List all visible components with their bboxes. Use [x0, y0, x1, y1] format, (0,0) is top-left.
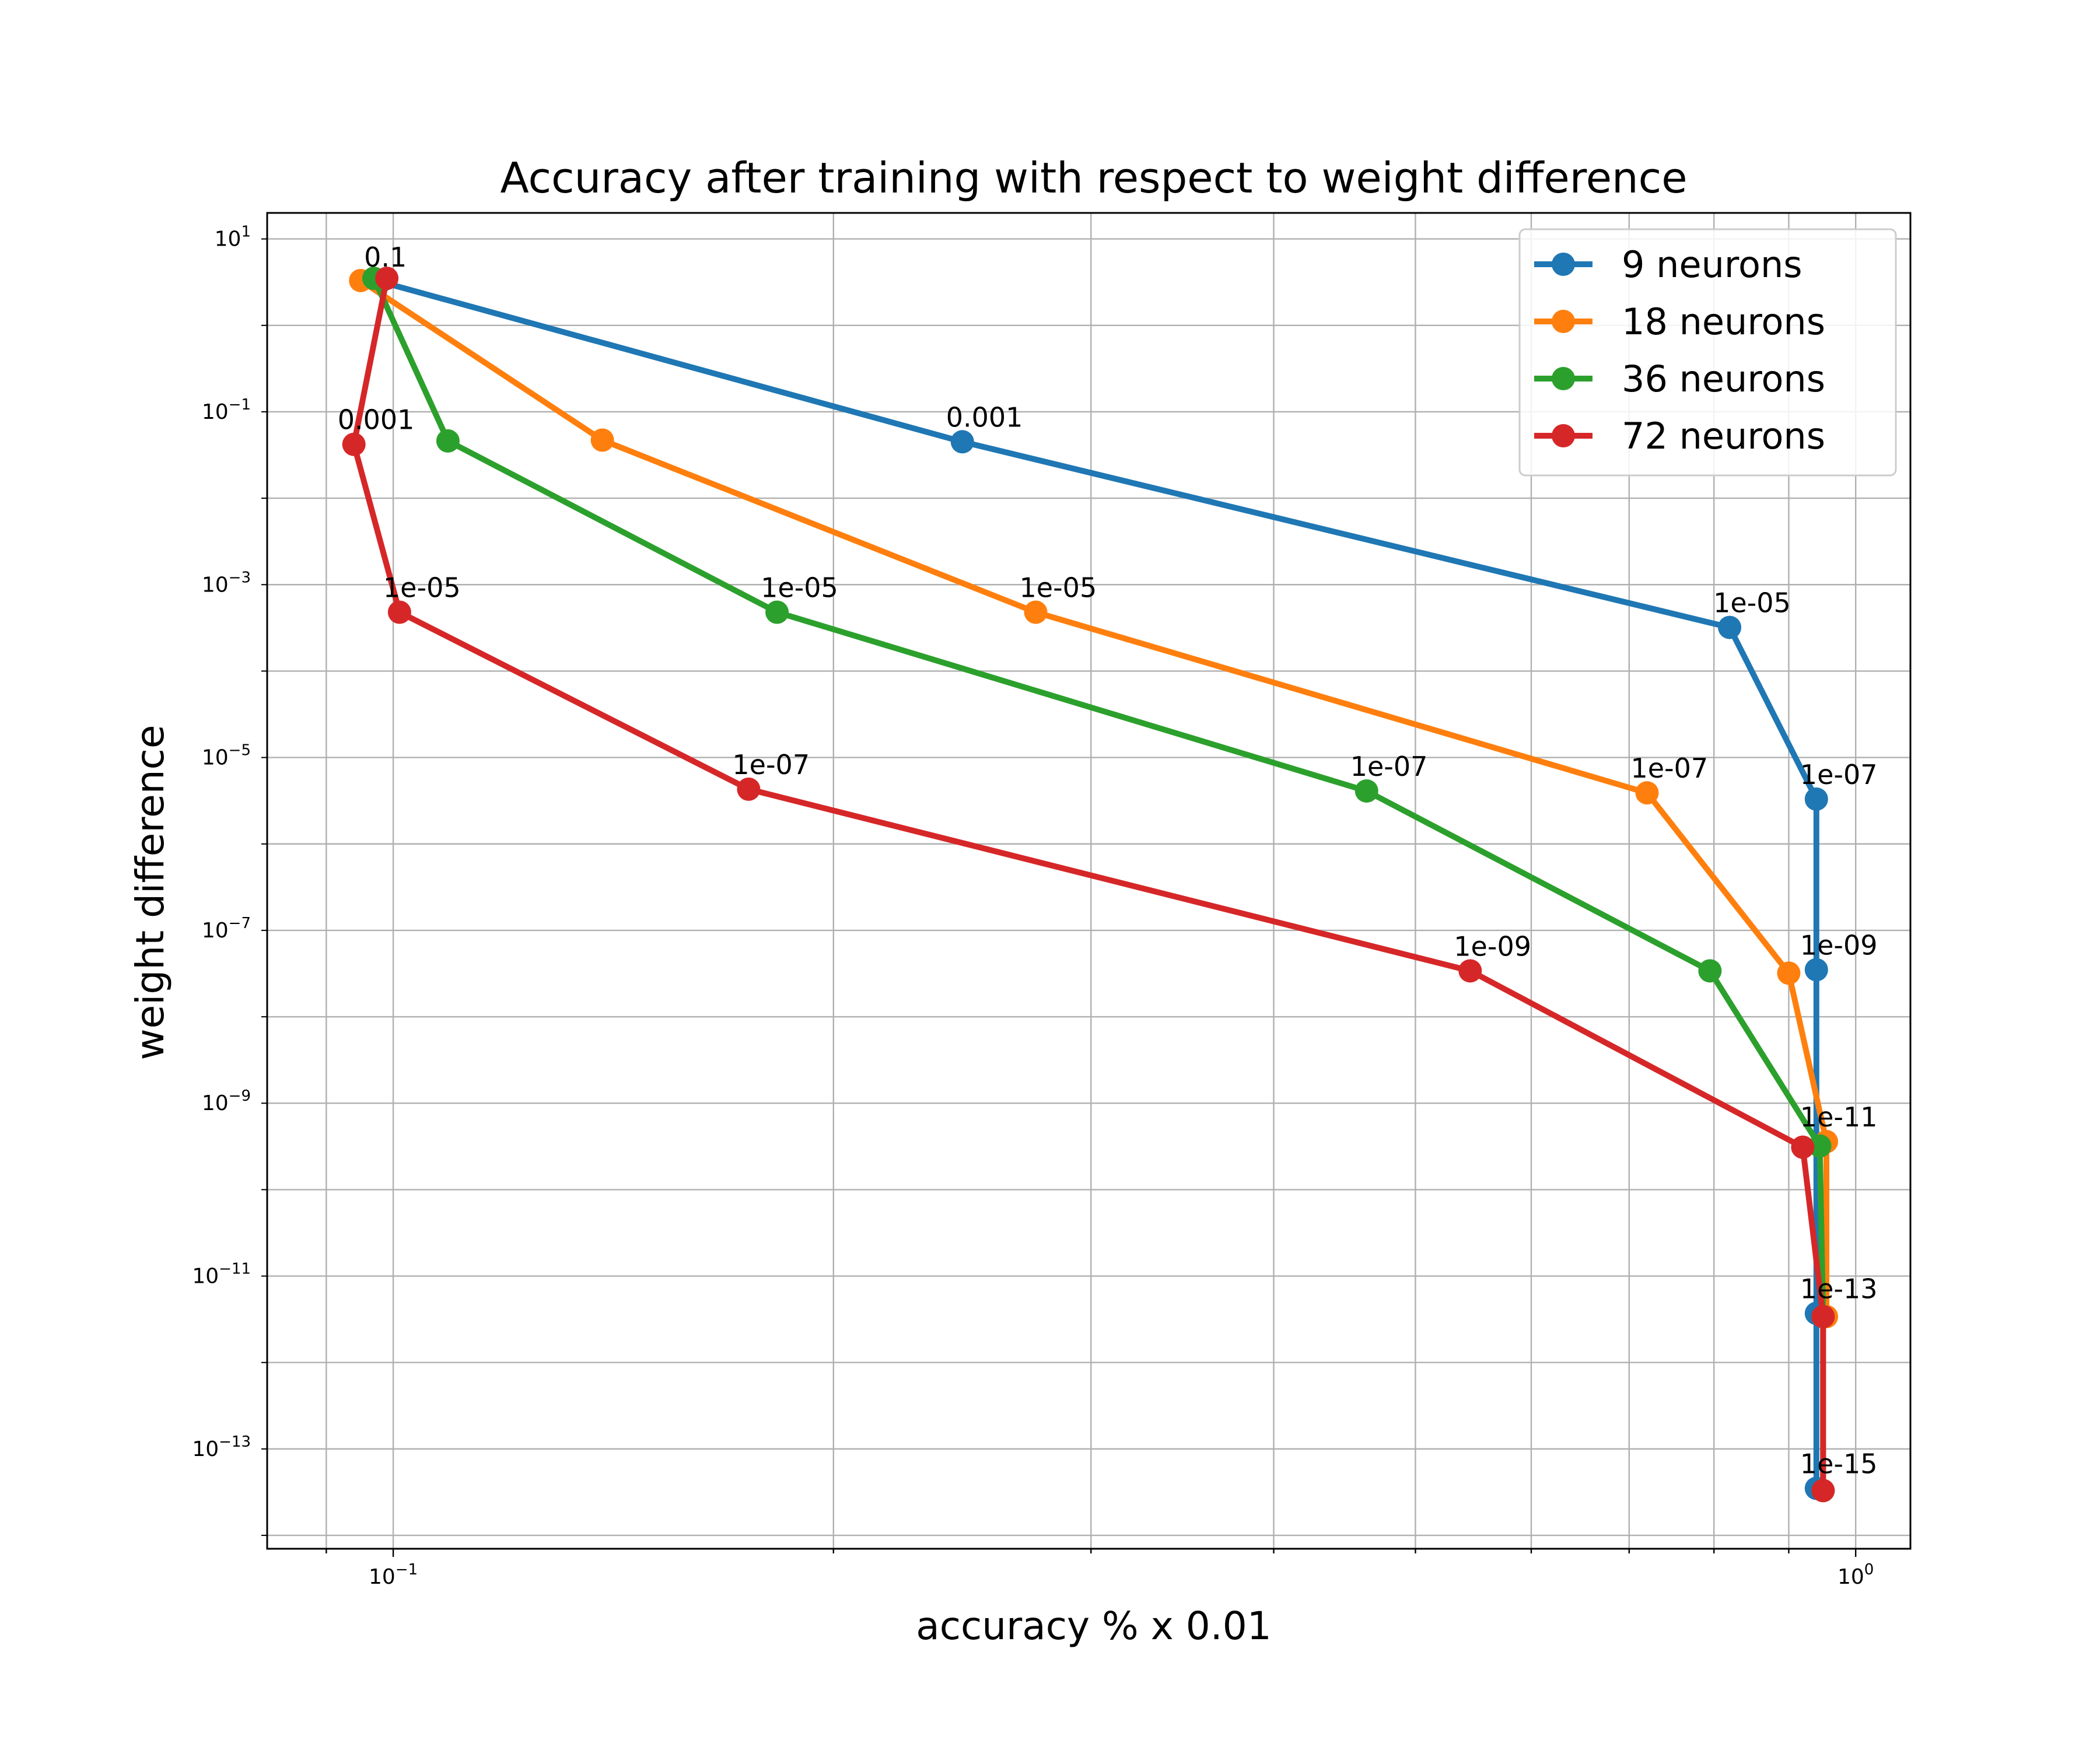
point-annotation: 1e-05 — [383, 572, 461, 603]
data-point — [1635, 781, 1659, 805]
y-tick-label: 101 — [215, 223, 251, 251]
point-annotation: 1e-07 — [1630, 752, 1708, 784]
point-annotation: 1e-09 — [1800, 929, 1878, 961]
chart-title: Accuracy after training with respect to … — [500, 153, 1687, 202]
data-point — [737, 777, 761, 801]
data-point — [950, 430, 974, 454]
data-point — [1354, 779, 1378, 803]
data-point — [387, 600, 411, 624]
x-tick-label: 100 — [1838, 1561, 1874, 1589]
point-annotation: 1e-07 — [732, 749, 810, 780]
point-annotation: 1e-07 — [1350, 751, 1428, 782]
y-tick-label: 10−13 — [192, 1433, 251, 1461]
x-tick-label: 10−1 — [369, 1561, 418, 1589]
legend-label: 9 neurons — [1622, 243, 1803, 286]
point-annotation: 1e-13 — [1800, 1273, 1878, 1305]
data-point — [1811, 1304, 1835, 1328]
legend-label: 72 neurons — [1622, 415, 1825, 457]
legend-marker — [1552, 310, 1575, 333]
point-annotation: 0.001 — [338, 404, 415, 436]
data-point — [765, 600, 789, 624]
y-tick-label: 10−7 — [202, 915, 251, 943]
y-axis-label: weight difference — [128, 725, 173, 1060]
data-point — [342, 432, 366, 456]
series-line — [351, 275, 1826, 1494]
y-tick-label: 10−9 — [202, 1087, 251, 1115]
legend-label: 36 neurons — [1622, 358, 1825, 400]
tick-layer: 10−1 100 101 10−1 10−3 10−5 10−7 10−9 10−11 10−13 — [192, 223, 1874, 1589]
annotation-layer: 0.1 0.001 1e-05 1e-07 1e-09 1e-11 1e-13 1e-15 1e… — [338, 242, 1878, 1480]
series-layer — [342, 267, 1839, 1503]
legend-marker — [1552, 253, 1575, 276]
point-annotation: 1e-05 — [1713, 587, 1791, 619]
data-point — [1458, 959, 1482, 983]
series-72-neurons — [342, 267, 1835, 1503]
data-point — [1808, 1134, 1832, 1158]
data-point — [1804, 787, 1828, 811]
legend-marker — [1552, 367, 1575, 390]
point-annotation: 1e-05 — [1020, 572, 1097, 603]
point-annotation: 1e-15 — [1800, 1448, 1878, 1479]
data-point — [375, 267, 399, 290]
plot-frame — [266, 212, 1912, 1550]
point-annotation: 0.1 — [364, 242, 407, 273]
y-tick-label: 10−3 — [202, 569, 251, 597]
point-annotation: 1e-11 — [1800, 1101, 1878, 1133]
data-point — [1777, 961, 1801, 985]
data-point — [1024, 600, 1048, 624]
data-point — [1698, 959, 1722, 983]
legend-label: 18 neurons — [1622, 300, 1825, 343]
data-point — [436, 429, 460, 453]
legend-box — [1518, 228, 1897, 477]
point-annotation: 1e-05 — [761, 572, 838, 603]
legend-marker — [1552, 424, 1575, 447]
data-point — [1804, 958, 1828, 982]
point-annotation: 0.001 — [946, 401, 1023, 433]
data-point — [1811, 1479, 1835, 1503]
y-tick-label: 10−5 — [202, 742, 251, 770]
y-tick-label: 10−1 — [202, 396, 251, 424]
x-axis-label: accuracy % x 0.01 — [916, 1604, 1271, 1648]
data-point — [1791, 1135, 1815, 1159]
point-annotation: 1e-07 — [1800, 759, 1878, 790]
data-point — [590, 428, 614, 452]
point-annotation: 1e-09 — [1454, 930, 1531, 962]
y-tick-label: 10−11 — [192, 1261, 251, 1289]
legend: 9 neurons 18 neurons 36 neurons 72 neurons — [1518, 228, 1897, 477]
data-point — [1718, 615, 1742, 639]
